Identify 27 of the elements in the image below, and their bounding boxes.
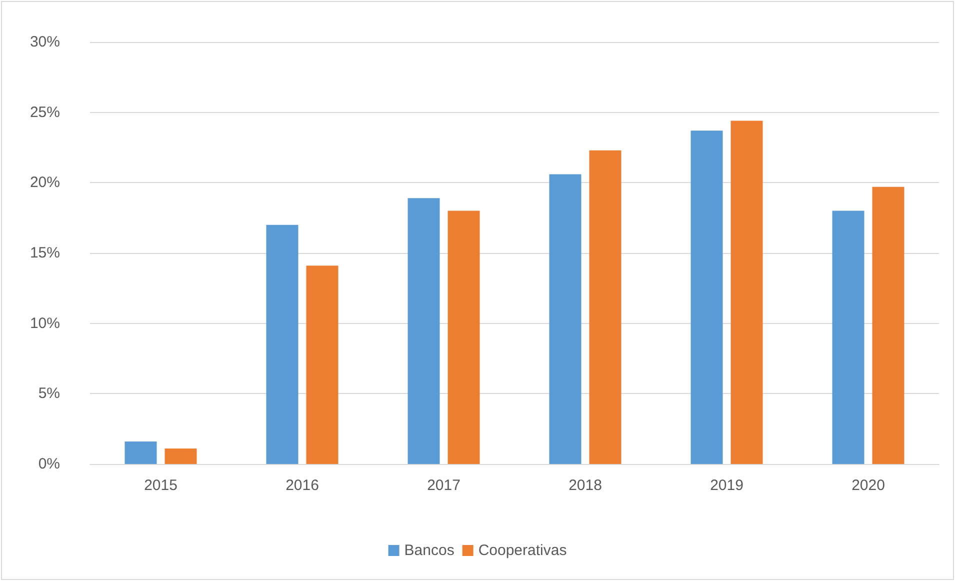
bar <box>266 224 298 464</box>
bar <box>549 174 582 464</box>
bar <box>872 186 904 464</box>
bar <box>448 210 480 464</box>
x-tick-label: 2016 <box>286 477 319 494</box>
bar <box>124 441 157 464</box>
x-tick-label: 2018 <box>568 477 602 494</box>
legend-label: Bancos <box>404 542 454 559</box>
y-tick-label: 30% <box>30 34 60 50</box>
y-tick-label: 5% <box>38 385 60 402</box>
y-tick-label: 20% <box>30 174 60 192</box>
y-tick-label: 10% <box>30 314 60 332</box>
y-tick-label: 0% <box>38 456 60 472</box>
y-tick-label: 25% <box>30 104 60 121</box>
bar <box>164 448 197 464</box>
bar <box>589 150 622 464</box>
x-tick-label: 2020 <box>852 477 885 494</box>
x-tick-label: 2019 <box>710 477 744 494</box>
bar <box>408 198 440 464</box>
y-tick-label: 15% <box>30 244 60 262</box>
bar <box>730 120 763 464</box>
legend-label: Cooperativas <box>478 542 567 559</box>
bar <box>306 266 338 464</box>
x-tick-label: 2015 <box>144 477 178 494</box>
bar <box>690 130 723 464</box>
bar <box>832 210 864 464</box>
x-tick-label: 2017 <box>427 477 460 494</box>
